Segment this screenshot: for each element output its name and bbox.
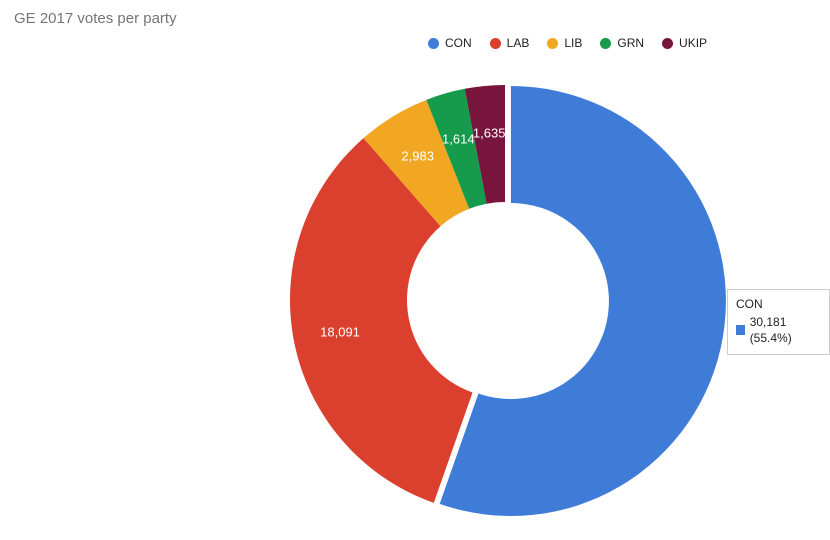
slice-label-grn: 1,614 [442,131,475,146]
slice-label-lib: 2,983 [401,149,434,164]
tooltip-row: 30,181 (55.4%) [736,314,821,346]
tooltip: CON 30,181 (55.4%) [727,289,830,355]
tooltip-title: CON [736,296,821,312]
tooltip-swatch [736,325,745,335]
chart-frame: GE 2017 votes per party CON LAB LIB GRN … [0,0,830,540]
slice-label-ukip: 1,635 [473,125,506,140]
slice-label-lab: 18,091 [320,324,360,339]
donut-chart[interactable]: 18,091 2,983 1,6141,635 [0,0,830,540]
tooltip-value: 30,181 (55.4%) [750,314,821,346]
